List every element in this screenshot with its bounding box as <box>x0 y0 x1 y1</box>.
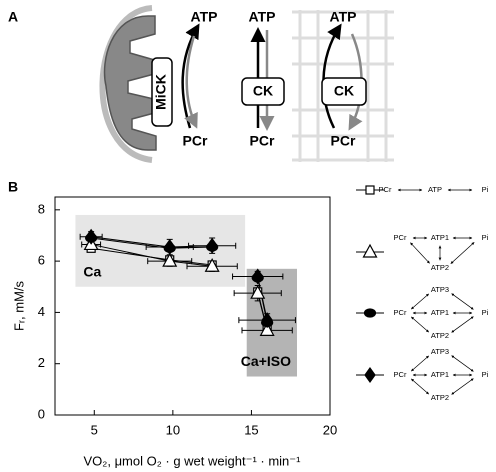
model-node: ATP2 <box>431 331 449 340</box>
plot-frame <box>54 196 331 416</box>
model-node: Pi <box>482 308 489 317</box>
model-edge <box>410 242 430 264</box>
legend-marker <box>362 243 378 258</box>
model-node: ATP1 <box>431 370 449 379</box>
model-node: PCr <box>394 370 407 379</box>
model-node: ATP <box>428 185 442 194</box>
model-edge <box>451 293 474 310</box>
model-edge <box>451 378 474 395</box>
model-edge <box>450 242 475 264</box>
node-label: ATP <box>249 9 276 25</box>
legend-marker <box>365 185 375 195</box>
y-tick-label: 0 <box>38 406 45 421</box>
node-label: ATP <box>191 9 218 25</box>
marker <box>251 268 264 285</box>
y-tick-label: 4 <box>38 304 45 319</box>
marker <box>85 228 97 245</box>
myofibril-ck: CK ATP PCr <box>292 9 394 162</box>
region-label: Ca <box>83 263 101 279</box>
x-tick-label: 10 <box>166 422 180 437</box>
y-tick-label: 8 <box>38 201 45 216</box>
node-label: ATP <box>330 9 357 25</box>
x-tick-label: 5 <box>91 422 98 437</box>
y-tick-label: 6 <box>38 253 45 268</box>
model-node: ATP3 <box>431 285 449 294</box>
model-node: PCr <box>379 185 392 194</box>
model-node: ATP3 <box>431 347 449 356</box>
panel-label: B <box>8 179 18 195</box>
region <box>75 214 246 287</box>
model-node: Pi <box>482 185 489 194</box>
model-node: PCr <box>394 233 407 242</box>
model-node: PCr <box>394 308 407 317</box>
model-node: ATP1 <box>431 308 449 317</box>
model-node: ATP2 <box>431 263 449 272</box>
model-edge <box>411 378 429 395</box>
model-edge <box>411 355 429 372</box>
marker <box>250 284 266 299</box>
enzyme-label: CK <box>334 83 354 99</box>
enzyme-label: CK <box>253 83 273 99</box>
model-node: ATP1 <box>431 233 449 242</box>
marker <box>206 237 218 254</box>
node-label: PCr <box>183 133 208 149</box>
x-axis-label: VO₂, μmol O₂ · g wet weight⁻¹ · min⁻¹ <box>84 453 302 468</box>
model-edge <box>451 316 474 333</box>
marker <box>204 257 220 272</box>
marker <box>162 252 178 267</box>
model-edge <box>451 355 474 372</box>
legend-marker <box>363 308 377 318</box>
x-tick-label: 15 <box>244 422 258 437</box>
enzyme-label: MiCK <box>153 74 169 110</box>
marker <box>261 312 273 329</box>
model-edge <box>411 316 429 333</box>
panel-label: A <box>8 9 18 25</box>
x-tick-label: 20 <box>323 422 337 437</box>
cytosolic-ck: CK ATP PCr <box>241 9 285 149</box>
model-node: ATP2 <box>431 393 449 402</box>
model-node: Pi <box>482 370 489 379</box>
mitochondrion: MiCK ATP PCr <box>99 5 218 163</box>
marker <box>259 322 275 336</box>
region-label: Ca+ISO <box>241 353 291 369</box>
marker <box>163 238 176 256</box>
y-axis-label: Fᵣ, mM/s <box>11 280 26 331</box>
legend-marker <box>364 366 376 384</box>
y-tick-label: 2 <box>38 355 45 370</box>
node-label: PCr <box>331 133 356 149</box>
model-node: Pi <box>482 233 489 242</box>
model-edge <box>411 293 429 310</box>
node-label: PCr <box>250 133 275 149</box>
